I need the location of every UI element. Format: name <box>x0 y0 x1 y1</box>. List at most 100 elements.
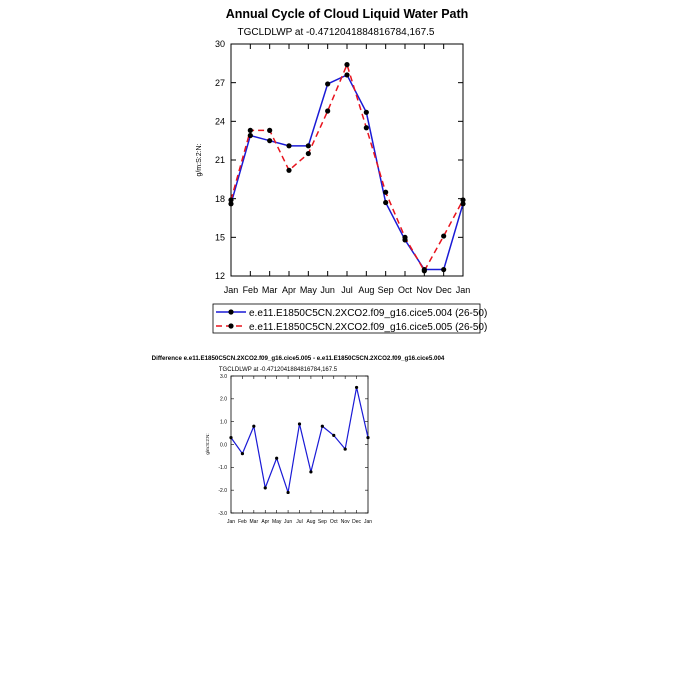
chart-subtitle: TGCLDLWP at -0.4712041884816784,167.5 <box>238 27 435 38</box>
x-axis-ticks: Jan Feb Mar Apr May Jun Jul Aug Sep Oct Nov Dec Jan <box>224 44 471 295</box>
x-tick-label: Apr <box>282 285 296 295</box>
y-tick-label: 3.0 <box>220 374 227 380</box>
x-tick-label: Dec <box>352 519 361 525</box>
series-line-1 <box>230 73 464 271</box>
diff-chart-title: Difference e.e11.E1850C5CN.2XCO2.f09_g16… <box>152 355 445 362</box>
difference-chart: Difference e.e11.E1850C5CN.2XCO2.f09_g16… <box>152 355 445 525</box>
data-point <box>441 233 447 239</box>
x-tick-label: Jan <box>227 519 235 525</box>
data-point <box>402 234 408 240</box>
plot-frame <box>230 43 464 277</box>
series-line-2 <box>230 62 464 273</box>
data-point <box>343 447 347 451</box>
x-tick-label: Jan <box>364 519 372 525</box>
legend-marker-series-1 <box>228 309 234 315</box>
data-point <box>228 201 234 207</box>
data-point <box>441 266 447 273</box>
legend: e.e11.E1850C5CN.2XCO2.f09_g16.cice5.004 … <box>212 303 487 334</box>
x-tick-label: Oct <box>330 519 338 525</box>
data-point <box>421 268 427 274</box>
data-point <box>325 108 331 114</box>
diff-series-lines <box>229 385 370 495</box>
series-lines <box>228 62 466 274</box>
data-point <box>363 109 369 115</box>
data-point <box>247 127 253 133</box>
x-tick-label: May <box>300 285 318 295</box>
x-tick-label: Oct <box>398 285 413 295</box>
y-axis-ticks: 12 15 18 21 24 27 30 <box>215 39 463 281</box>
data-point <box>286 167 292 173</box>
x-tick-label: Mar <box>262 285 278 295</box>
data-point <box>344 62 350 68</box>
data-point <box>286 143 292 149</box>
series-line-1 <box>230 387 369 493</box>
data-point <box>354 385 359 390</box>
y-tick-label: 24 <box>215 116 225 126</box>
data-point <box>229 436 233 440</box>
x-tick-label: Jul <box>296 519 302 525</box>
y-tick-label: -1.0 <box>218 465 227 471</box>
data-point <box>305 143 311 149</box>
x-tick-label: Jan <box>456 285 471 295</box>
data-point <box>267 127 273 133</box>
data-point <box>325 81 331 87</box>
data-point <box>366 436 370 440</box>
y-tick-label: 1.0 <box>220 419 227 425</box>
data-point <box>309 470 313 474</box>
data-point <box>297 422 302 426</box>
data-point <box>344 72 350 78</box>
y-tick-label: 30 <box>215 39 225 49</box>
data-point <box>363 125 369 131</box>
x-tick-label: Jan <box>224 285 239 295</box>
y-axis-label: g/m:S:2:N: <box>196 143 203 176</box>
data-point <box>247 132 253 139</box>
x-tick-label: May <box>272 519 282 525</box>
diff-y-axis-ticks: -3.0 -2.0 -1.0 0.0 1.0 2.0 3.0 <box>218 374 368 517</box>
data-point <box>275 456 279 460</box>
y-tick-label: -2.0 <box>218 488 227 494</box>
data-point <box>460 201 466 207</box>
data-point <box>332 433 336 437</box>
data-point <box>320 424 324 428</box>
x-tick-label: Nov <box>416 285 433 295</box>
data-point <box>263 486 267 490</box>
x-tick-label: Jul <box>341 285 353 295</box>
data-point <box>460 197 466 203</box>
y-tick-label: 0.0 <box>220 442 227 448</box>
data-point <box>383 199 389 206</box>
y-tick-label: 15 <box>215 232 225 242</box>
x-tick-label: Feb <box>243 285 259 295</box>
data-point <box>267 138 273 144</box>
x-tick-label: Apr <box>261 519 269 525</box>
data-point <box>228 197 234 203</box>
diff-y-axis-label: g/m:S:2:N: <box>205 433 210 454</box>
y-tick-label: 2.0 <box>220 397 227 403</box>
x-tick-label: Mar <box>250 519 259 525</box>
data-point <box>252 424 256 428</box>
diff-x-axis-ticks: Jan Feb Mar Apr May Jun Jul Aug Sep Oct Nov Dec Jan <box>227 376 372 525</box>
x-tick-label: Aug <box>306 519 315 525</box>
data-point <box>286 490 290 495</box>
y-tick-label: 21 <box>215 155 225 165</box>
diff-plot-frame <box>230 375 369 514</box>
legend-box <box>212 303 481 334</box>
diff-chart-subtitle: TGCLDLWP at -0.4712041884816784,167.5 <box>219 367 338 373</box>
legend-marker-series-2 <box>228 323 234 329</box>
x-tick-label: Aug <box>358 285 374 295</box>
legend-label-series-2: e.e11.E1850C5CN.2XCO2.f09_g16.cice5.005 … <box>249 322 487 333</box>
x-tick-label: Feb <box>238 519 247 525</box>
x-tick-label: Sep <box>318 519 327 525</box>
x-tick-label: Jun <box>320 285 335 295</box>
annual-cycle-chart: Annual Cycle of Cloud Liquid Water Path … <box>196 7 487 334</box>
x-tick-label: Sep <box>378 285 394 295</box>
data-point <box>383 189 389 195</box>
x-tick-label: Dec <box>436 285 453 295</box>
data-point <box>305 150 311 157</box>
y-tick-label: 12 <box>215 271 225 281</box>
x-tick-label: Nov <box>341 519 350 525</box>
x-tick-label: Jun <box>284 519 292 525</box>
y-tick-label: 18 <box>215 194 225 204</box>
data-point <box>240 452 245 456</box>
y-tick-label: 27 <box>215 78 225 88</box>
